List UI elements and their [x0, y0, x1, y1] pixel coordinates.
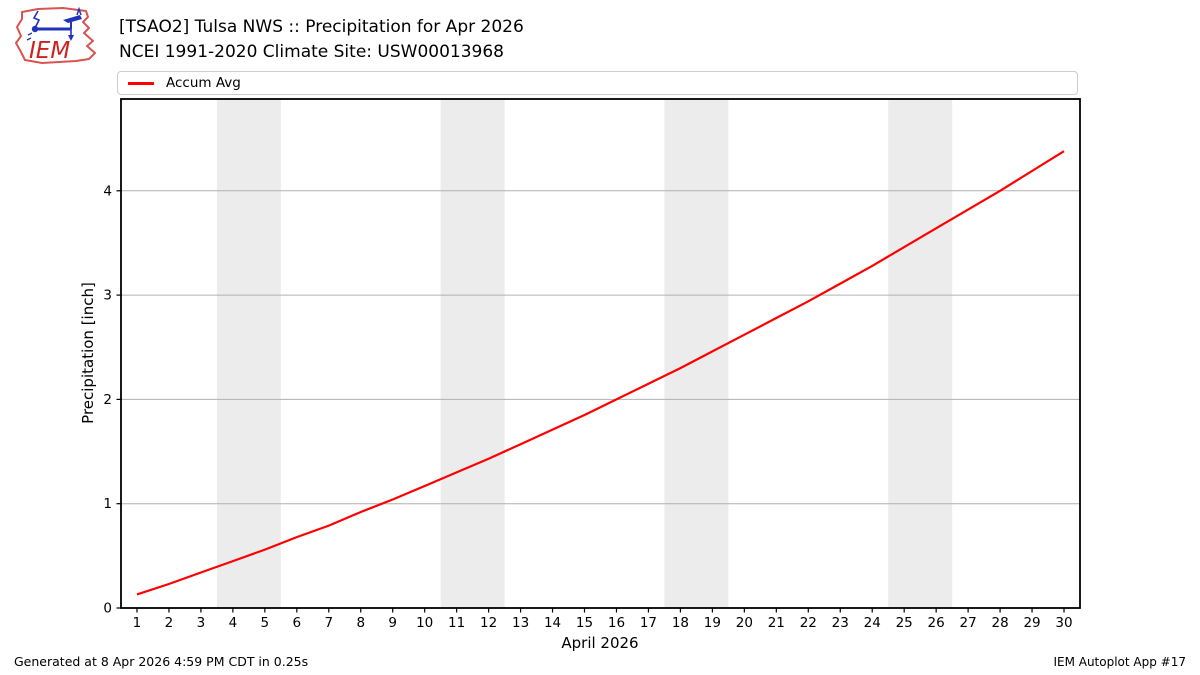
x-tick-label: 24 [864, 615, 881, 631]
x-tick-label: 14 [544, 615, 561, 631]
legend: Accum Avg [117, 71, 1078, 95]
x-tick-label: 28 [991, 615, 1008, 631]
x-tick-label: 13 [512, 615, 529, 631]
weekend-band [664, 99, 729, 608]
page-subtitle: NCEI 1991-2020 Climate Site: USW00013968 [119, 42, 504, 62]
y-tick-label: 4 [103, 183, 112, 199]
y-tick-label: 1 [103, 496, 112, 512]
x-tick-label: 19 [704, 615, 721, 631]
x-tick-label: 9 [388, 615, 397, 631]
x-tick-label: 21 [768, 615, 785, 631]
accum-avg-line [136, 150, 1065, 596]
generated-timestamp: Generated at 8 Apr 2026 4:59 PM CDT in 0… [14, 654, 309, 669]
x-tick-label: 20 [736, 615, 753, 631]
x-tick-label: 17 [640, 615, 657, 631]
page-title: [TSAO2] Tulsa NWS :: Precipitation for A… [119, 17, 524, 37]
x-tick-label: 18 [672, 615, 689, 631]
legend-line-swatch [128, 81, 154, 85]
x-tick-label: 3 [197, 615, 206, 631]
x-tick-label: 7 [324, 615, 333, 631]
legend-label: Accum Avg [166, 75, 241, 91]
x-tick-label: 4 [229, 615, 238, 631]
logo-text: IEM [29, 38, 70, 64]
weather-vane-icon [26, 6, 82, 41]
plot-border [120, 98, 1081, 609]
x-tick-label: 10 [416, 615, 433, 631]
x-axis-label: April 2026 [561, 634, 639, 652]
x-tick-label: 25 [896, 615, 913, 631]
x-tick-label: 30 [1055, 615, 1072, 631]
x-tick-label: 22 [800, 615, 817, 631]
iowa-outline [15, 7, 96, 64]
y-axis-label: Precipitation [inch] [79, 282, 97, 424]
y-tick-label: 2 [103, 392, 112, 408]
x-tick-label: 6 [293, 615, 302, 631]
x-tick-label: 23 [832, 615, 849, 631]
x-tick-label: 1 [133, 615, 142, 631]
weekend-band [216, 99, 281, 608]
app-credit: IEM Autoplot App #17 [1053, 655, 1186, 669]
y-tick-label: 0 [103, 601, 112, 617]
x-tick-label: 11 [448, 615, 465, 631]
x-tick-label: 2 [165, 615, 174, 631]
x-tick-label: 8 [356, 615, 365, 631]
y-tick-label: 3 [103, 288, 112, 304]
x-tick-label: 5 [261, 615, 270, 631]
chart-title-block: [TSAO2] Tulsa NWS :: Precipitation for A… [119, 15, 524, 65]
weekend-band [888, 99, 953, 608]
x-tick-label: 29 [1023, 615, 1040, 631]
x-tick-label: 12 [480, 615, 497, 631]
x-tick-label: 26 [928, 615, 945, 631]
x-tick-label: 27 [960, 615, 977, 631]
weekend-band [440, 99, 505, 608]
iem-logo: IEM [15, 6, 96, 64]
x-tick-label: 15 [576, 615, 593, 631]
x-tick-label: 16 [608, 615, 625, 631]
